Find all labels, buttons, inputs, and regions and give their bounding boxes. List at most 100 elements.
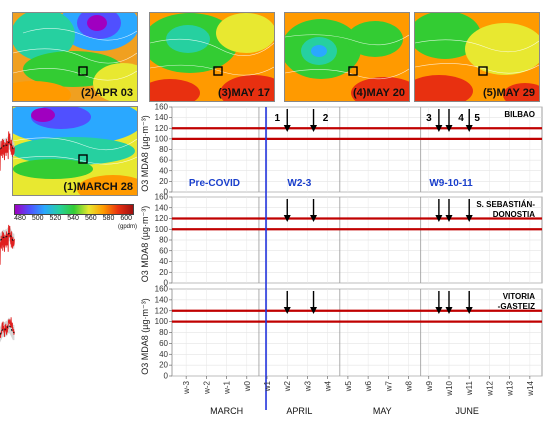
event-arrow-head xyxy=(310,307,318,314)
y-tick-label: 160 xyxy=(155,103,169,112)
station-name: VITORIA xyxy=(503,292,536,301)
event-arrow-head xyxy=(310,125,318,132)
event-arrow-head xyxy=(283,307,291,314)
study-area-box xyxy=(78,66,88,76)
y-tick-label: 60 xyxy=(159,246,168,255)
study-area-box xyxy=(213,66,223,76)
y-tick-label: 20 xyxy=(159,268,168,277)
x-tick-label: w7 xyxy=(384,380,393,392)
event-arrow-head xyxy=(435,307,443,314)
month-label: MAY xyxy=(373,406,392,416)
x-tick-label: w-3 xyxy=(182,380,191,394)
month-label: APRIL xyxy=(286,406,312,416)
map-label: (4)MAY 20 xyxy=(353,87,405,99)
x-tick-label: w4 xyxy=(324,380,333,392)
geopotential-colorbar: 480 500 520 540 560 580 600 (gpdm) xyxy=(14,204,138,234)
y-tick-label: 100 xyxy=(155,225,169,234)
series-line-mean xyxy=(0,324,15,337)
y-tick-label: 100 xyxy=(155,134,169,143)
x-tick-label: w6 xyxy=(364,380,373,392)
y-tick-label: 80 xyxy=(159,328,168,337)
weather-map-may-20: (4)MAY 20 xyxy=(284,12,410,102)
y-tick-label: 40 xyxy=(159,257,168,266)
event-arrow-head xyxy=(310,215,318,222)
x-tick-label: w8 xyxy=(405,380,414,392)
y-tick-label: 80 xyxy=(159,236,168,245)
event-arrow-head xyxy=(445,215,453,222)
colorbar-tick-label: 500 xyxy=(31,215,44,222)
station-name: S. SEBASTIÁN- xyxy=(476,200,535,209)
x-tick-label: w2 xyxy=(283,380,292,392)
series-line-mean xyxy=(0,141,15,150)
x-tick-label: w11 xyxy=(465,380,474,396)
month-label: JUNE xyxy=(455,406,479,416)
x-tick-label: w12 xyxy=(485,380,494,396)
map-label: (5)MAY 29 xyxy=(483,87,535,99)
weather-map-may-29: (5)MAY 29 xyxy=(414,12,540,102)
colorbar-tick-label: 540 xyxy=(67,215,79,222)
y-tick-label: 120 xyxy=(155,306,169,315)
period-label: W9-10-11 xyxy=(429,178,473,189)
y-tick-label: 120 xyxy=(155,214,169,223)
month-label: MARCH xyxy=(210,406,243,416)
x-tick-label: w1 xyxy=(263,380,272,392)
geopotential-field xyxy=(13,107,137,195)
event-arrow-head xyxy=(445,125,453,132)
y-tick-label: 160 xyxy=(155,193,169,202)
event-number: 5 xyxy=(474,113,480,124)
event-arrow-head xyxy=(283,125,291,132)
colorbar-unit: (gpdm) xyxy=(118,224,138,230)
event-number: 2 xyxy=(323,113,329,124)
event-arrow-head xyxy=(435,125,443,132)
colorbar-ticks: 480 500 520 540 560 580 600 xyxy=(14,215,132,225)
weather-map-may-17: (3)MAY 17 xyxy=(149,12,275,102)
y-tick-label: 0 xyxy=(164,279,169,288)
y-tick-label: 0 xyxy=(164,372,169,381)
y-tick-label: 40 xyxy=(159,350,168,359)
y-tick-label: 60 xyxy=(159,339,168,348)
geopotential-field xyxy=(415,13,539,101)
colorbar-tick-label: 580 xyxy=(102,215,115,222)
station-name: DONOSTIA xyxy=(493,210,535,219)
colorbar-tick-label: 560 xyxy=(84,215,97,222)
event-number: 1 xyxy=(274,113,280,124)
event-arrow-head xyxy=(465,215,473,222)
y-tick-label: 140 xyxy=(155,113,169,122)
x-tick-label: w-1 xyxy=(223,380,232,394)
x-tick-label: w9 xyxy=(425,380,434,392)
geopotential-field xyxy=(285,13,409,101)
event-number: 4 xyxy=(458,113,464,124)
y-tick-label: 0 xyxy=(164,188,169,197)
event-arrow-head xyxy=(435,215,443,222)
series-line-observed xyxy=(0,131,15,171)
event-arrow-head xyxy=(445,307,453,314)
y-tick-label: 120 xyxy=(155,124,169,133)
geopotential-field xyxy=(150,13,274,101)
y-tick-label: 20 xyxy=(159,361,168,370)
study-area-box xyxy=(478,66,488,76)
y-tick-label: 140 xyxy=(155,203,169,212)
study-area-box xyxy=(348,66,358,76)
map-label: (2)APR 03 xyxy=(81,87,133,99)
period-label: Pre-COVID xyxy=(189,178,240,189)
station-name: -GASTEIZ xyxy=(498,302,535,311)
station-name: BILBAO xyxy=(504,110,535,119)
event-number: 3 xyxy=(426,113,432,124)
x-tick-label: w13 xyxy=(506,380,515,396)
y-tick-label: 60 xyxy=(159,156,168,165)
y-tick-label: 20 xyxy=(159,177,168,186)
y-tick-label: 40 xyxy=(159,166,168,175)
x-tick-label: w10 xyxy=(445,380,454,396)
event-arrow-head xyxy=(465,125,473,132)
map-label: (3)MAY 17 xyxy=(218,87,270,99)
y-axis-label: O3 MDA8 (µg·m⁻³) xyxy=(140,298,150,374)
y-tick-label: 80 xyxy=(159,145,168,154)
event-arrow-head xyxy=(283,215,291,222)
colorbar-gradient xyxy=(14,204,134,215)
colorbar-tick-label: 480 xyxy=(14,215,26,222)
event-arrow-head xyxy=(465,307,473,314)
geopotential-field xyxy=(13,13,137,101)
map-label: (1)MARCH 28 xyxy=(63,181,133,193)
x-tick-label: w0 xyxy=(243,380,252,392)
